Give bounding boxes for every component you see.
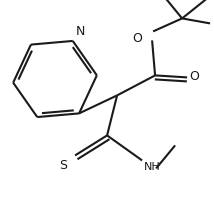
Text: S: S — [59, 159, 67, 172]
Text: O: O — [189, 70, 199, 83]
Text: NH: NH — [144, 162, 161, 172]
Text: N: N — [76, 25, 85, 38]
Text: O: O — [132, 32, 142, 45]
